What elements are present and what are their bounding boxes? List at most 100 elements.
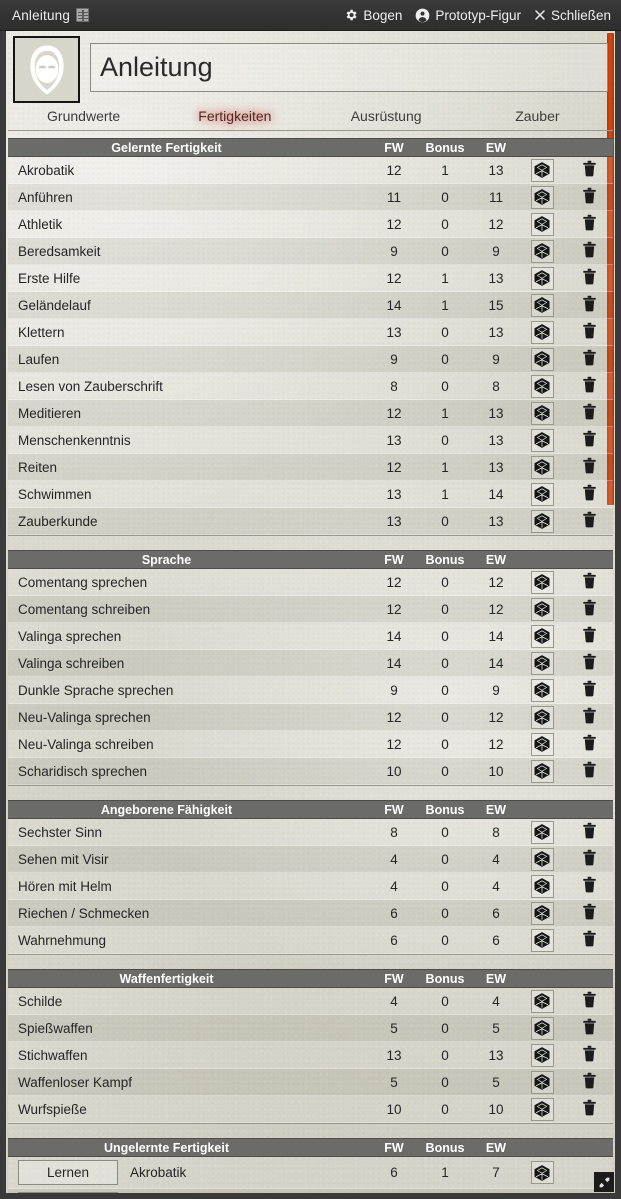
delete-button[interactable] [582,457,597,477]
dice-roll-button[interactable] [530,1097,554,1121]
tab-fertigkeiten[interactable]: Fertigkeiten [198,108,272,124]
dice-roll-button[interactable] [530,347,554,371]
dice-roll-button[interactable] [530,455,554,479]
scrollbar-track[interactable] [607,31,615,1193]
dice-roll-button[interactable] [530,320,554,344]
tab-ausruestung[interactable]: Ausrüstung [350,108,422,124]
delete-button[interactable] [582,1018,597,1038]
close-button[interactable]: Schließen [534,8,611,23]
table-row: Athletik 12 0 12 [8,211,613,238]
delete-button[interactable] [582,903,597,923]
delete-button[interactable] [582,241,597,261]
dice-roll-button[interactable] [530,847,554,871]
table-row: Neu-Valinga schreiben 12 0 12 [8,731,613,758]
dice-roll-button[interactable] [530,597,554,621]
tab-zauber[interactable]: Zauber [515,108,560,124]
skill-bonus: 0 [441,628,449,644]
dice-roll-button[interactable] [530,928,554,952]
resize-grip[interactable] [594,1172,614,1192]
skill-name: Stichwaffen [18,1047,88,1063]
skill-ew: 12 [488,601,504,617]
dice-roll-button[interactable] [530,901,554,925]
table-row: Spießwaffen 5 0 5 [8,1015,613,1042]
skill-name: Riechen / Schmecken [18,905,150,921]
dice-roll-button[interactable] [530,820,554,844]
dice-roll-button[interactable] [530,482,554,506]
delete-button[interactable] [582,268,597,288]
delete-button[interactable] [582,876,597,896]
delete-button[interactable] [582,599,597,619]
delete-button[interactable] [582,761,597,781]
lernen-button[interactable]: Lernen [18,1192,118,1193]
skill-bonus: 0 [441,324,449,340]
dice-roll-button[interactable] [530,212,554,236]
delete-button[interactable] [582,1045,597,1065]
avatar[interactable] [13,36,80,103]
skills-scroll-area[interactable]: Gelernte Fertigkeit FW Bonus EW Akrobatik 12 1… [6,138,615,1199]
dice-roll-button[interactable] [531,1193,554,1199]
delete-button[interactable] [582,403,597,423]
dice-roll-button[interactable] [530,570,554,594]
delete-button[interactable] [582,376,597,396]
column-header-ew: EW [485,1140,507,1155]
character-name-input[interactable]: Anleitung [90,43,608,92]
dice-roll-button[interactable] [530,989,554,1013]
table-row: Dunkle Sprache sprechen 9 0 9 [8,677,613,704]
lernen-button[interactable]: Lernen [18,1160,118,1185]
delete-button[interactable] [582,572,597,592]
delete-button[interactable] [582,484,597,504]
skill-name: Valinga schreiben [18,655,125,671]
book-icon[interactable] [76,8,90,22]
dice-roll-button[interactable] [530,374,554,398]
delete-button[interactable] [582,187,597,207]
skill-bonus: 1 [441,162,449,178]
dice-roll-button[interactable] [530,401,554,425]
scrollbar-thumb[interactable] [607,33,614,505]
delete-button[interactable] [582,349,597,369]
dice-roll-button[interactable] [530,624,554,648]
dice-roll-button[interactable] [530,185,554,209]
dice-roll-button[interactable] [530,293,554,317]
dice-roll-button[interactable] [530,651,554,675]
delete-button[interactable] [582,680,597,700]
dice-roll-button[interactable] [530,239,554,263]
delete-button[interactable] [582,214,597,234]
delete-button[interactable] [582,653,597,673]
table-row: Beredsamkeit 9 0 9 [8,238,613,265]
dice-roll-button[interactable] [530,732,554,756]
prototyp-figur-button[interactable]: Prototyp-Figur [415,8,521,23]
dice-roll-button[interactable] [530,1043,554,1067]
dice-roll-button[interactable] [530,759,554,783]
dice-roll-button[interactable] [530,509,554,533]
dice-roll-button[interactable] [530,705,554,729]
delete-button[interactable] [582,322,597,342]
dice-roll-button[interactable] [530,1016,554,1040]
delete-button[interactable] [582,1099,597,1119]
delete-button[interactable] [582,1072,597,1092]
dice-roll-button[interactable] [530,1161,554,1184]
delete-button[interactable] [582,734,597,754]
delete-button[interactable] [582,849,597,869]
section-header: Sprache FW Bonus EW [8,550,613,569]
delete-button[interactable] [582,707,597,727]
dice-roll-button[interactable] [530,678,554,702]
delete-button[interactable] [582,160,597,180]
delete-button[interactable] [582,295,597,315]
delete-button[interactable] [582,822,597,842]
dice-roll-button[interactable] [530,428,554,452]
delete-button[interactable] [582,930,597,950]
delete-button[interactable] [582,626,597,646]
delete-button[interactable] [582,991,597,1011]
dice-roll-button[interactable] [530,266,554,290]
bogen-button[interactable]: Bogen [344,8,402,23]
dice-roll-button[interactable] [530,1070,554,1094]
delete-button[interactable] [582,511,597,531]
column-header-bonus: Bonus [425,1140,465,1155]
dice-roll-button[interactable] [530,874,554,898]
skill-ew: 7 [492,1165,500,1180]
tab-grundwerte[interactable]: Grundwerte [47,108,121,124]
skill-fw: 14 [386,655,402,671]
dice-roll-button[interactable] [530,158,554,182]
section-divider [8,1123,613,1130]
delete-button[interactable] [582,430,597,450]
